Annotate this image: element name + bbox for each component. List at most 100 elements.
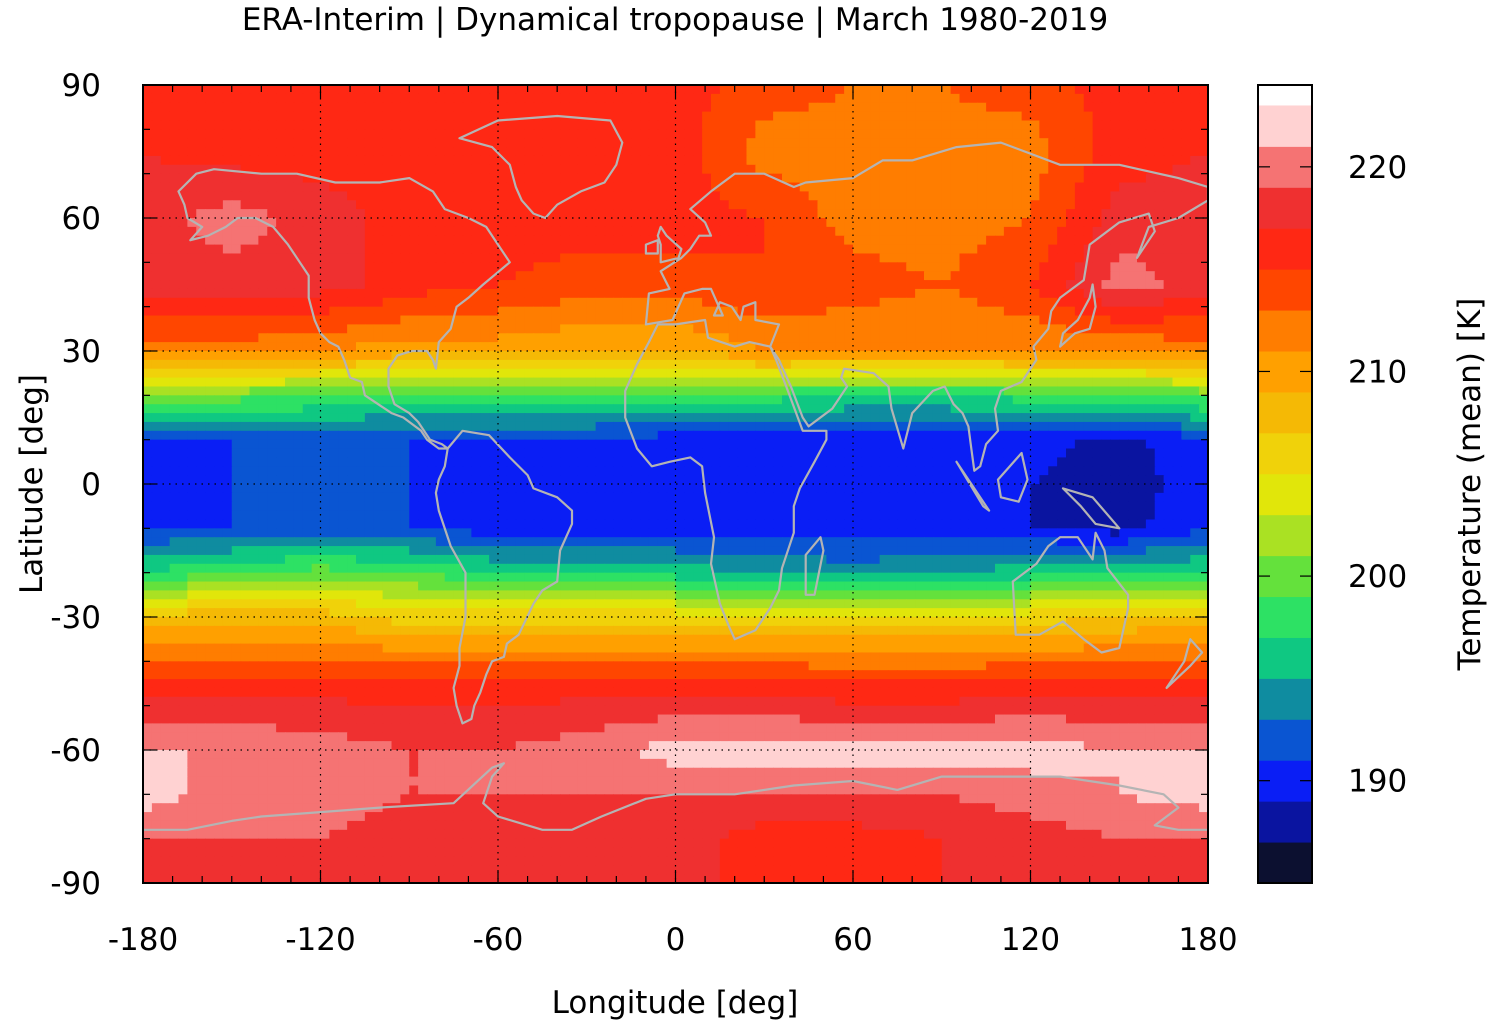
field-cell (1021, 226, 1032, 237)
field-cell (293, 182, 304, 192)
field-cell (1110, 235, 1120, 246)
field-cell (915, 138, 925, 148)
field-cell (1021, 191, 1032, 201)
field-cell (418, 280, 428, 290)
field-cell (782, 315, 792, 325)
field-cell (302, 164, 313, 175)
field-cell (231, 297, 242, 308)
field-cell (1163, 333, 1174, 343)
field-cell (1190, 430, 1200, 441)
field-cell (160, 173, 171, 184)
field-cell (1083, 226, 1094, 237)
field-cell (178, 280, 188, 290)
field-cell (151, 173, 162, 184)
field-cell (657, 297, 668, 308)
field-cell (293, 439, 304, 450)
field-cell (755, 377, 765, 388)
field-cell (160, 271, 171, 281)
field-cell (799, 280, 810, 290)
field-cell (1137, 191, 1147, 201)
field-cell (311, 413, 322, 423)
field-cell (968, 164, 978, 175)
field-cell (418, 147, 428, 157)
field-cell (178, 377, 188, 388)
field-cell (409, 253, 419, 263)
field-cell (489, 315, 499, 325)
field-cell (1163, 226, 1174, 237)
field-cell (1030, 421, 1040, 432)
field-cell (373, 85, 384, 95)
field-cell (888, 164, 898, 175)
field-cell (684, 102, 694, 113)
field-cell (551, 439, 561, 450)
field-cell (320, 430, 330, 441)
field-cell (604, 182, 614, 192)
field-cell (524, 395, 535, 405)
field-cell (977, 395, 987, 405)
field-cell (205, 244, 215, 255)
field-cell (249, 377, 259, 388)
field-cell (746, 218, 756, 228)
field-cell (1145, 147, 1156, 157)
field-cell (932, 155, 943, 166)
field-cell (498, 102, 508, 113)
field-cell (835, 413, 845, 423)
field-cell (915, 244, 925, 255)
field-cell (498, 280, 508, 290)
field-cell (462, 147, 472, 157)
field-cell (498, 244, 508, 255)
field-cell (764, 315, 774, 325)
field-cell (888, 421, 898, 432)
field-cell (151, 244, 162, 255)
field-cell (648, 377, 659, 388)
field-cell (1163, 244, 1174, 255)
field-cell (240, 368, 251, 379)
field-cell (196, 155, 206, 166)
field-cell (143, 288, 153, 299)
field-cell (231, 395, 242, 405)
field-cell (515, 85, 526, 95)
field-cell (143, 226, 153, 237)
field-cell (1066, 191, 1076, 201)
field-cell (276, 315, 286, 325)
field-cell (577, 129, 588, 139)
field-cell (826, 218, 836, 228)
field-cell (702, 262, 712, 272)
field-cell (1021, 173, 1032, 184)
field-cell (187, 155, 197, 166)
field-cell (1101, 297, 1111, 308)
field-cell (515, 430, 526, 441)
field-cell (941, 306, 952, 317)
field-cell (728, 439, 739, 450)
field-cell (675, 342, 685, 352)
field-cell (853, 271, 863, 281)
field-cell (1172, 280, 1182, 290)
field-cell (844, 368, 854, 379)
field-cell (178, 271, 188, 281)
field-cell (995, 342, 1005, 352)
field-cell (675, 368, 685, 379)
field-cell (799, 155, 810, 166)
field-cell (143, 271, 153, 281)
field-cell (311, 351, 322, 361)
field-cell (995, 421, 1005, 432)
field-cell (995, 404, 1005, 414)
field-cell (631, 138, 641, 148)
field-cell (586, 155, 597, 166)
field-cell (1039, 182, 1049, 192)
field-cell (1048, 421, 1058, 432)
field-cell (1030, 164, 1040, 175)
field-cell (986, 359, 996, 370)
field-cell (533, 439, 543, 450)
field-cell (453, 297, 464, 308)
field-cell (711, 120, 721, 130)
field-cell (480, 138, 490, 148)
field-cell (613, 138, 623, 148)
field-cell (764, 173, 774, 184)
field-cell (684, 306, 694, 317)
field-cell (391, 395, 401, 405)
field-cell (640, 315, 650, 325)
field-cell (1181, 226, 1191, 237)
field-cell (1172, 235, 1182, 246)
field-cell (160, 85, 171, 95)
